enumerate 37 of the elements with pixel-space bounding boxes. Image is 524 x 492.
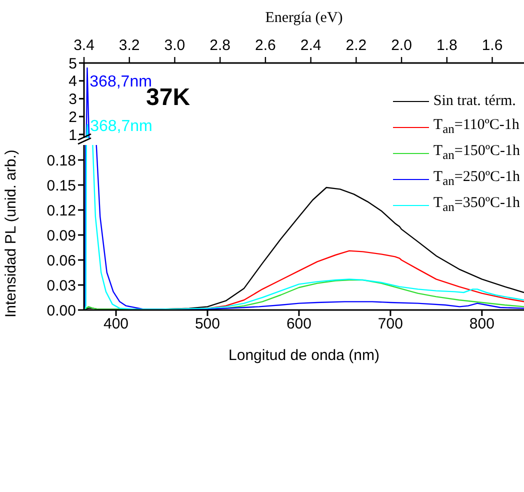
y-tick-label: 0.09 bbox=[46, 227, 76, 244]
y-tick-label: 0.15 bbox=[46, 177, 76, 194]
y-tick-label: 0.03 bbox=[46, 277, 76, 294]
legend-label: T$_{an}$=110ºC-1h bbox=[433, 117, 520, 137]
x2-axis-title: Energía (eV) bbox=[265, 10, 343, 26]
y-axis-title: Intensidad PL (unid. arb.) bbox=[2, 150, 20, 318]
annotation: 368,7nm bbox=[90, 118, 152, 136]
y-tick-label: 5 bbox=[68, 55, 77, 72]
annotation: 37K bbox=[146, 84, 190, 112]
x-tick-label: 700 bbox=[378, 316, 403, 333]
x-tick-label: 600 bbox=[286, 316, 312, 333]
x2-tick-label: 1.6 bbox=[482, 37, 503, 54]
x2-tick-label: 2.8 bbox=[210, 37, 231, 54]
y-tick-label: 0.00 bbox=[46, 302, 76, 320]
y-tick-label: 2 bbox=[68, 108, 77, 126]
y-tick-label: 1 bbox=[68, 126, 77, 144]
x2-tick-label: 1.8 bbox=[436, 37, 458, 54]
y-tick-label: 0.12 bbox=[46, 202, 76, 220]
legend-label: T$_{an}$=350ºC-1h bbox=[433, 195, 520, 215]
x2-tick-label: 2.4 bbox=[300, 37, 322, 54]
x-axis-title: Longitud de onda (nm) bbox=[228, 347, 380, 364]
x2-tick-label: 3.0 bbox=[164, 37, 186, 54]
x-tick-label: 800 bbox=[469, 316, 494, 333]
x2-tick-label: 3.2 bbox=[118, 37, 140, 54]
y-tick-label: 3 bbox=[68, 91, 77, 108]
x2-tick-label: 2.0 bbox=[391, 37, 412, 54]
legend-label: T$_{an}$=250ºC-1h bbox=[433, 169, 520, 189]
legend-label: T$_{an}$=150ºC-1h bbox=[433, 143, 520, 163]
x2-tick-label: 3.4 bbox=[74, 37, 94, 54]
x-tick-label: 500 bbox=[194, 316, 220, 333]
x2-tick-label: 2.6 bbox=[255, 37, 276, 54]
y-tick-label: 0.06 bbox=[46, 252, 76, 270]
y-tick-label: 0.18 bbox=[46, 152, 76, 170]
x2-tick-label: 2.2 bbox=[346, 37, 367, 54]
legend-label: Sin trat. térm. bbox=[433, 92, 516, 110]
x-tick-label: 400 bbox=[104, 316, 129, 333]
y-tick-label: 4 bbox=[68, 73, 77, 90]
